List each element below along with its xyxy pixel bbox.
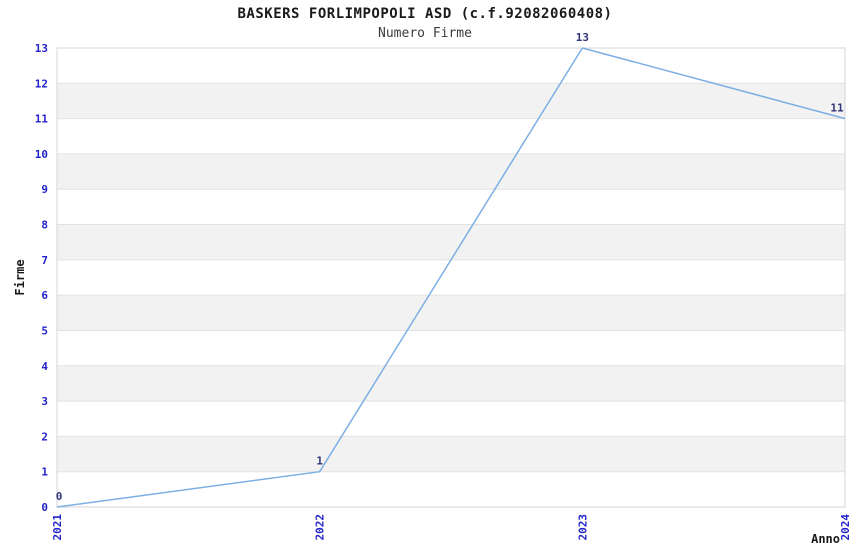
x-tick-label: 2024 [839, 514, 850, 541]
y-tick-label: 6 [41, 289, 48, 302]
band [57, 436, 845, 472]
band [57, 224, 845, 260]
data-label: 0 [56, 490, 63, 503]
y-tick-label: 5 [41, 324, 48, 337]
series-line [56, 47, 846, 508]
data-label: 13 [576, 31, 589, 44]
x-tick-label: 2021 [51, 514, 64, 541]
data-labels: 0 1 13 11 [56, 31, 844, 503]
y-tick-label: 3 [41, 395, 48, 408]
plot-bands [57, 83, 845, 472]
band [57, 153, 845, 190]
y-tick-label: 9 [41, 183, 48, 196]
y-tick-label: 13 [35, 42, 48, 55]
plot-border [56, 47, 846, 508]
y-tick-label: 1 [41, 466, 48, 479]
x-axis-label: Anno [811, 532, 840, 546]
x-tick-labels: 2021 2022 2023 2024 [51, 514, 850, 541]
line-series [56, 47, 846, 508]
x-tick-label: 2022 [314, 514, 327, 541]
y-tick-label: 10 [35, 148, 48, 161]
y-tick-label: 4 [41, 360, 48, 373]
y-tick-label: 12 [35, 77, 48, 90]
data-label: 1 [316, 455, 323, 468]
chart-subtitle: Numero Firme [378, 26, 472, 41]
y-tick-label: 0 [41, 501, 48, 514]
band [57, 295, 845, 331]
x-tick-label: 2023 [576, 514, 589, 541]
band [57, 365, 845, 402]
chart-title: BASKERS FORLIMPOPOLI ASD (c.f.9208206040… [237, 6, 613, 22]
band [57, 83, 845, 119]
y-tick-label: 7 [41, 254, 48, 267]
y-axis-label: Firme [13, 259, 27, 295]
data-label: 11 [830, 102, 844, 115]
y-tick-label: 11 [35, 113, 49, 126]
y-tick-label: 8 [41, 219, 48, 232]
y-tick-label: 2 [41, 430, 48, 443]
